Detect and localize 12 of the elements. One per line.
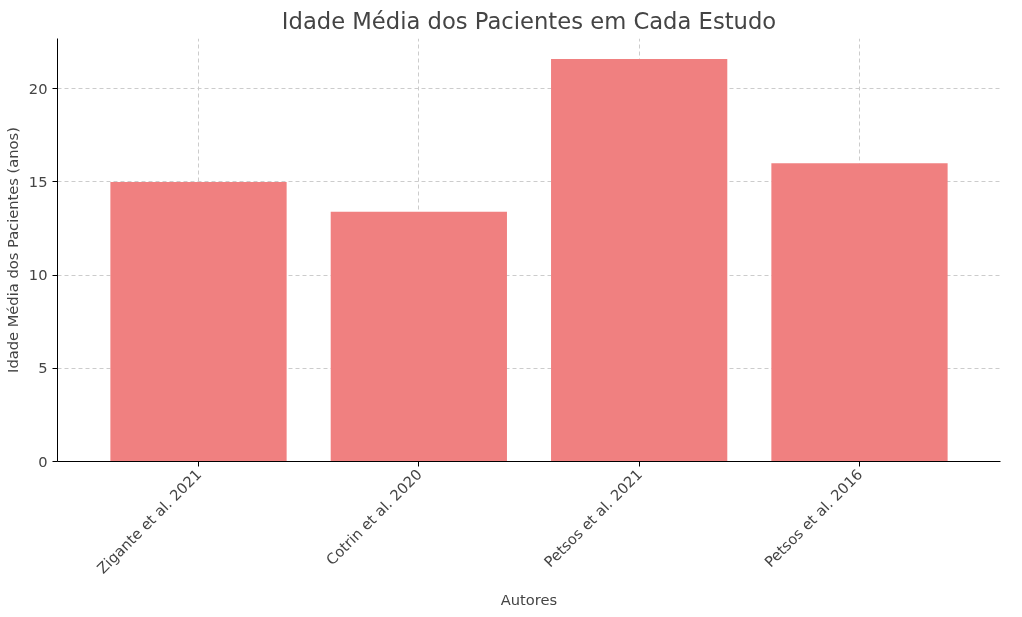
x-axis-title: Autores [500,590,558,608]
chart-title: Idade Média dos Pacientes em Cada Estudo [281,7,777,34]
y-tick-label: 0 [38,452,48,470]
y-tick-label: 20 [28,79,48,97]
bar [330,211,507,462]
y-tick-label: 15 [28,172,48,190]
y-axis-title: Idade Média dos Pacientes (anos) [3,127,21,373]
bar [771,163,948,462]
bar [110,181,287,462]
y-tick-label: 5 [38,359,48,377]
y-tick-label: 10 [28,266,48,284]
bar [551,59,728,462]
